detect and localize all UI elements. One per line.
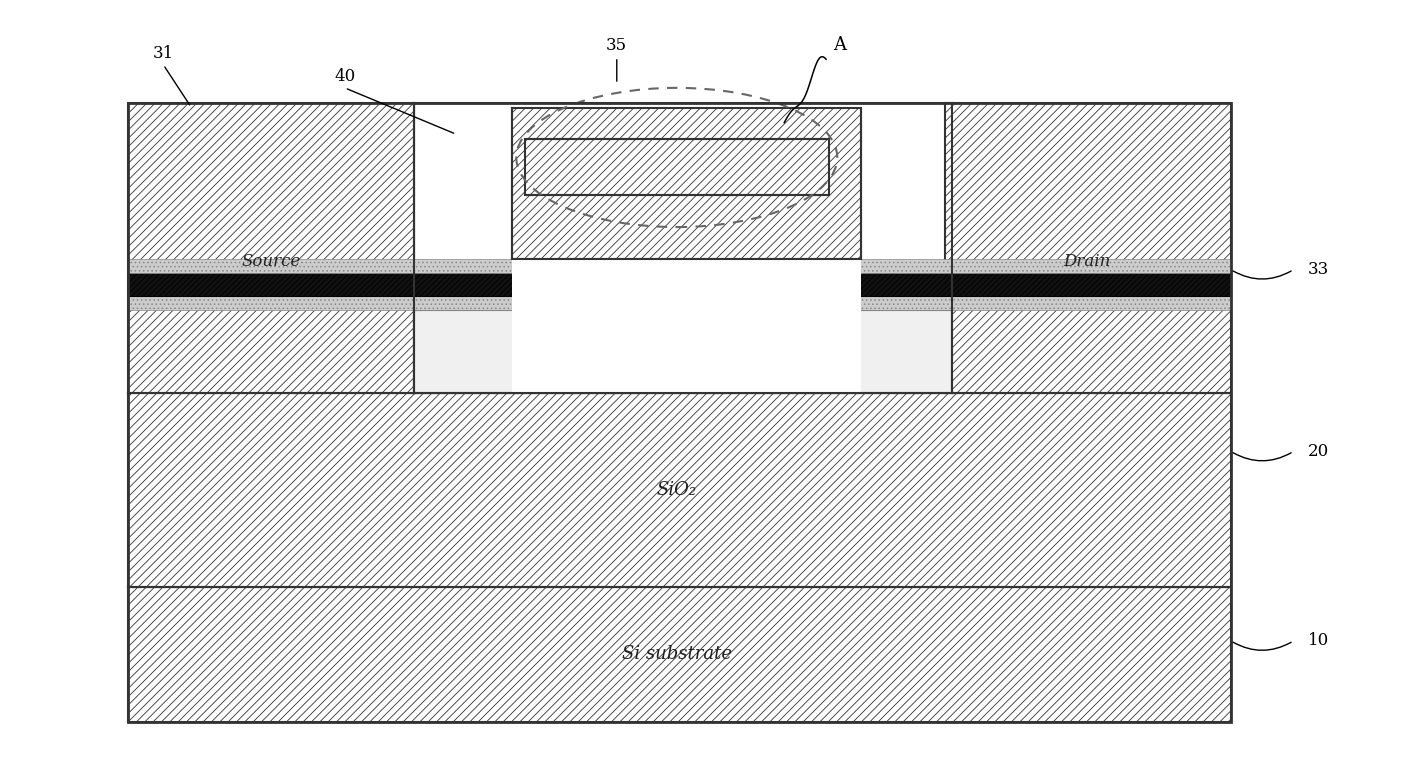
Text: 31: 31 [153,44,174,62]
Bar [415,104,951,393]
Text: 40: 40 [333,68,356,85]
Bar [129,273,1230,296]
Bar [129,393,1230,587]
Text: 35: 35 [607,37,628,54]
Bar [129,104,1230,722]
Bar [415,310,951,393]
Text: 10: 10 [1307,633,1328,650]
Text: Si substrate: Si substrate [622,645,731,663]
Text: 20: 20 [1307,443,1328,460]
Bar [129,296,1230,310]
Text: Source: Source [241,253,300,270]
Bar [513,108,862,259]
Text: SiO₂: SiO₂ [657,481,696,499]
Bar [944,104,1230,393]
Text: 33: 33 [1307,261,1328,278]
Bar [129,587,1230,722]
Bar [129,259,1230,273]
Bar [513,259,862,393]
Text: A: A [834,37,846,55]
Bar [129,104,415,393]
Text: Drain: Drain [1063,253,1111,270]
Bar [524,139,829,195]
